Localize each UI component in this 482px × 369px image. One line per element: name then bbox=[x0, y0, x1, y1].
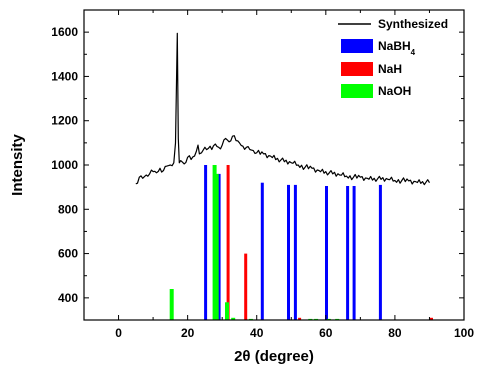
nabh4-peak bbox=[293, 184, 297, 320]
legend-label-naoh: NaOH bbox=[378, 84, 411, 98]
legend-label-nah: NaH bbox=[378, 62, 402, 76]
naoh-peak bbox=[225, 302, 229, 320]
y-tick-label: 600 bbox=[58, 247, 78, 261]
nabh4-peak bbox=[325, 186, 328, 320]
y-tick-label: 800 bbox=[58, 202, 78, 216]
y-axis-title: Intensity bbox=[9, 134, 26, 196]
legend-swatch-nabh4 bbox=[341, 39, 373, 53]
x-tick-label: 60 bbox=[319, 326, 333, 340]
nabh4-peak bbox=[204, 165, 208, 320]
legend-label-synthesized: Synthesized bbox=[378, 17, 448, 31]
synthesized-line bbox=[135, 32, 431, 186]
plot-frame bbox=[83, 9, 465, 321]
plot-area bbox=[135, 32, 433, 320]
legend-swatch-naoh bbox=[341, 84, 373, 98]
y-tick-label: 1000 bbox=[51, 158, 78, 172]
y-tick-label: 1400 bbox=[51, 69, 78, 83]
x-tick-label: 80 bbox=[388, 326, 402, 340]
nabh4-peak bbox=[287, 184, 290, 320]
x-axis-title: 2θ (degree) bbox=[234, 348, 314, 365]
x-tick-label: 100 bbox=[454, 326, 474, 340]
nabh4-peak bbox=[260, 182, 264, 320]
nabh4-peak bbox=[346, 186, 350, 320]
nabh4-peak bbox=[378, 184, 382, 320]
x-tick-label: 40 bbox=[250, 326, 264, 340]
y-tick-label: 1200 bbox=[51, 114, 78, 128]
legend: Synthesized NaBH4 NaH NaOH bbox=[338, 17, 448, 98]
naoh-peak bbox=[169, 289, 174, 320]
legend-label-nabh4: NaBH4 bbox=[378, 39, 416, 57]
axes: 0 20 40 60 80 100 400 600 800 1000 1200 1400 1600 bbox=[51, 9, 474, 340]
nabh4-peak bbox=[217, 173, 221, 320]
legend-swatch-nah bbox=[341, 62, 373, 76]
naoh-peak bbox=[231, 317, 236, 320]
x-tick-label: 0 bbox=[115, 326, 122, 340]
legend-label-subscript: 4 bbox=[411, 48, 416, 57]
nah-peak bbox=[430, 317, 433, 320]
nah-peak bbox=[298, 317, 302, 320]
nah-peak bbox=[244, 253, 248, 320]
naoh-peak bbox=[212, 165, 217, 320]
x-tick-label: 20 bbox=[181, 326, 195, 340]
naoh-peak bbox=[214, 173, 219, 320]
nabh4-peak bbox=[352, 186, 356, 320]
y-tick-label: 400 bbox=[58, 291, 78, 305]
y-tick-label: 1600 bbox=[51, 25, 78, 39]
nah-peak bbox=[226, 165, 230, 320]
